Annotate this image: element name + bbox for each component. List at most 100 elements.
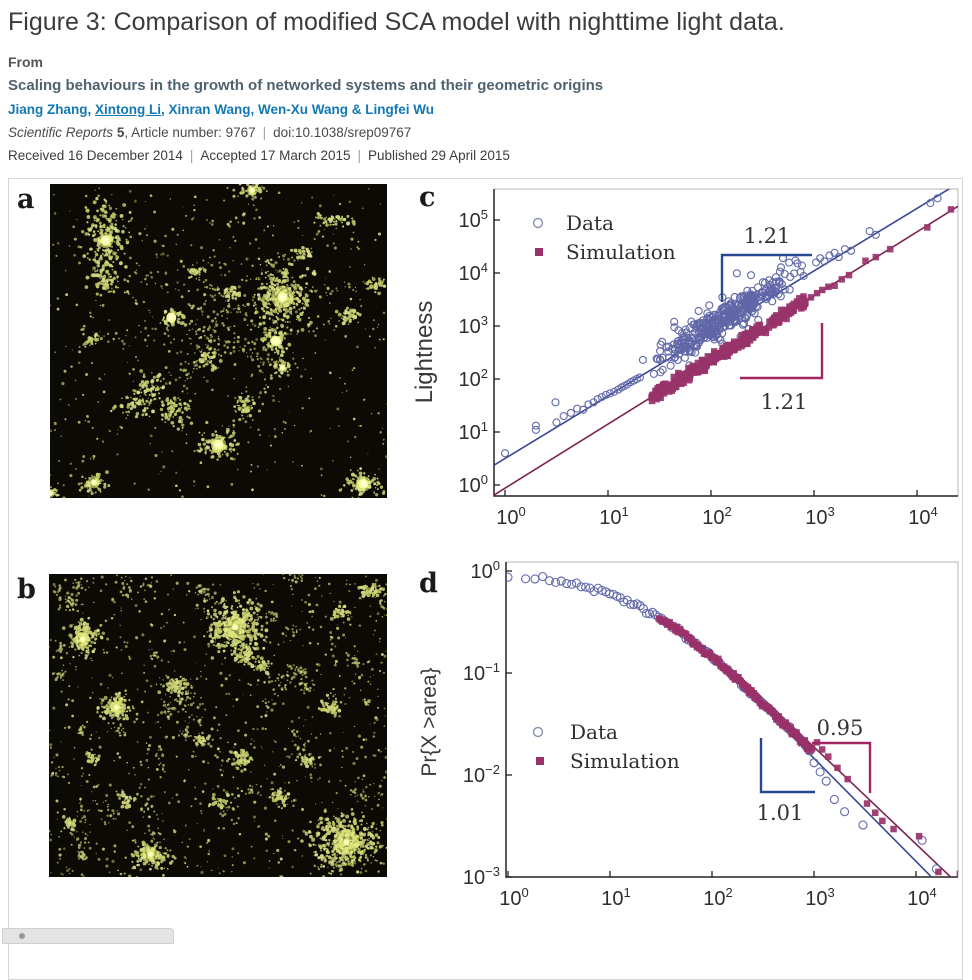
light-dot <box>325 223 329 227</box>
light-dot <box>286 671 289 673</box>
light-dot <box>290 587 293 591</box>
light-dot <box>253 217 256 220</box>
light-dot <box>175 720 179 724</box>
light-dot <box>199 448 203 451</box>
light-dot <box>251 197 255 201</box>
light-dot <box>377 688 379 690</box>
light-dot <box>254 647 257 651</box>
light-dot <box>357 497 360 498</box>
light-dot <box>328 780 331 783</box>
light-dot <box>259 603 263 608</box>
light-dot <box>62 484 65 487</box>
light-dot <box>358 425 360 427</box>
light-dot <box>198 337 201 340</box>
light-dot <box>359 491 364 495</box>
light-dot <box>378 599 381 602</box>
light-dot <box>216 349 218 352</box>
light-dot <box>277 191 281 195</box>
light-dot <box>87 336 92 341</box>
light-dot <box>204 300 207 302</box>
light-dot <box>113 600 116 604</box>
light-dot <box>98 745 102 749</box>
light-dot <box>69 662 71 665</box>
light-dot <box>252 815 256 819</box>
light-dot <box>179 730 181 732</box>
light-dot <box>99 478 103 482</box>
light-dot <box>139 399 143 403</box>
light-dot <box>296 283 300 288</box>
light-dot <box>268 284 272 288</box>
light-dot <box>357 675 362 679</box>
light-dot <box>256 355 258 358</box>
light-dot <box>186 352 189 355</box>
light-dot <box>97 194 100 197</box>
light-dot <box>184 861 187 865</box>
light-dot <box>205 440 209 444</box>
light-dot <box>296 577 300 580</box>
light-dot <box>208 598 211 600</box>
light-dot <box>155 651 158 653</box>
light-dot <box>209 358 211 360</box>
light-dot <box>285 755 288 758</box>
light-dot <box>213 591 217 595</box>
author-links[interactable]: Jiang Zhang, Xintong Li, Xinran Wang, We… <box>8 102 964 117</box>
light-dot <box>85 275 90 280</box>
light-dot <box>231 864 234 867</box>
light-dot <box>111 809 115 813</box>
light-dot <box>264 297 268 301</box>
author-link-hovered[interactable]: Xintong Li <box>95 102 161 117</box>
light-dot <box>196 716 198 718</box>
light-dot <box>372 754 375 757</box>
light-dot <box>356 311 360 316</box>
light-dot <box>346 221 351 226</box>
light-dot <box>143 589 146 592</box>
light-dot <box>273 819 277 823</box>
light-dot <box>147 778 150 781</box>
light-dot <box>352 657 355 660</box>
light-dot <box>70 644 74 648</box>
light-dot <box>100 818 103 821</box>
light-dot <box>377 323 380 326</box>
light-dot <box>190 218 194 221</box>
light-dot <box>180 339 184 342</box>
light-dot <box>175 243 178 246</box>
light-dot <box>221 644 225 648</box>
light-dot <box>282 267 285 270</box>
light-dot <box>284 683 287 687</box>
light-dot <box>310 290 314 293</box>
light-dot <box>343 319 347 323</box>
light-dot <box>190 342 192 345</box>
paper-title-link[interactable]: Scaling behaviours in the growth of netw… <box>8 77 604 94</box>
light-dot <box>228 448 231 451</box>
light-dot <box>247 635 250 638</box>
light-dot <box>247 650 251 654</box>
light-dot <box>286 320 289 324</box>
light-dot <box>316 212 320 216</box>
light-dot <box>169 695 171 698</box>
light-dot <box>363 472 366 475</box>
light-dot <box>55 491 57 494</box>
light-dot <box>368 335 371 338</box>
light-dot <box>233 405 237 409</box>
light-dot <box>207 262 209 264</box>
light-dot <box>174 378 178 382</box>
light-dot <box>291 574 294 575</box>
author-links-prefix[interactable]: Jiang Zhang, <box>8 102 96 117</box>
light-dot <box>245 182 247 184</box>
light-dot <box>204 363 206 366</box>
light-dot <box>262 349 264 352</box>
light-dot <box>145 394 147 396</box>
light-dot <box>75 598 79 602</box>
light-dot <box>119 261 122 264</box>
light-dot <box>164 412 167 416</box>
light-dot <box>212 788 214 790</box>
light-dot <box>254 307 257 310</box>
author-links-suffix[interactable]: , Xinran Wang, Wen-Xu Wang & Lingfei Wu <box>161 102 434 117</box>
light-dot <box>370 667 374 671</box>
light-dot <box>157 372 162 377</box>
light-dot <box>105 228 108 231</box>
light-dot <box>338 600 342 604</box>
light-dot <box>220 773 224 777</box>
light-dot <box>79 844 82 847</box>
light-dot <box>309 686 312 690</box>
